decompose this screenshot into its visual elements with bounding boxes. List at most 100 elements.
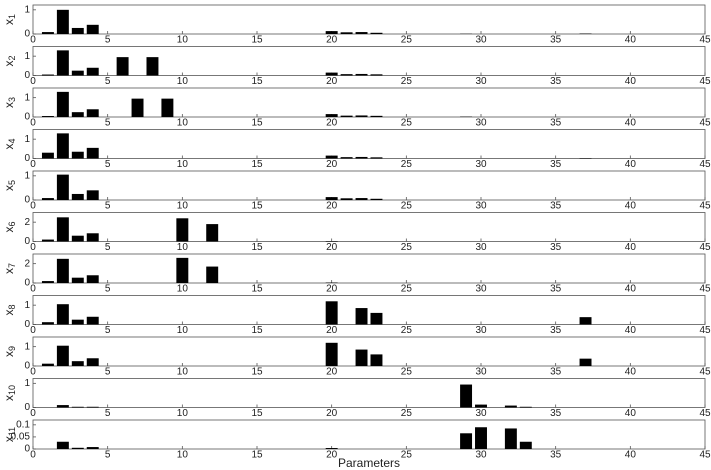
bar	[519, 441, 532, 449]
x-tick-label: 20	[326, 408, 338, 419]
x-tick-label: 25	[401, 284, 413, 295]
x-tick-label: 0	[30, 242, 36, 253]
y-tick-label: 2	[24, 258, 30, 269]
bar	[71, 361, 84, 366]
bar	[56, 9, 69, 35]
x-tick-label: 5	[105, 284, 111, 295]
bar	[56, 304, 69, 325]
y-tick-label: 0	[24, 361, 30, 372]
bar	[86, 24, 99, 34]
plot-frame	[32, 212, 706, 242]
bar	[325, 301, 338, 325]
y-tick-label: 0	[24, 444, 30, 455]
x-tick-label: 5	[105, 201, 111, 212]
y-tick-label: 0	[24, 402, 30, 413]
x-axis-label: Parameters	[338, 456, 400, 470]
x-tick-label: 40	[625, 242, 637, 253]
bar	[86, 447, 99, 449]
bar	[86, 316, 99, 325]
bar	[41, 239, 54, 242]
x-tick-label: 5	[105, 450, 111, 461]
x-tick-label: 30	[475, 367, 487, 378]
x-tick-label: 45	[699, 242, 711, 253]
x-tick-label: 20	[326, 325, 338, 336]
y-axis-label-base: x	[2, 227, 16, 233]
x-tick-label: 15	[251, 408, 263, 419]
x-tick-label: 40	[625, 201, 637, 212]
x-tick-label: 10	[177, 325, 189, 336]
x-tick-label: 45	[699, 367, 711, 378]
y-tick-label: 2	[24, 217, 30, 228]
y-axis-label-base: x	[2, 310, 16, 316]
x-tick-label: 25	[401, 242, 413, 253]
x-tick-label: 5	[105, 76, 111, 87]
plot-frame	[32, 378, 706, 408]
x-tick-label: 25	[401, 76, 413, 87]
bar	[355, 32, 368, 34]
x-tick-label: 30	[475, 118, 487, 129]
bar	[116, 57, 129, 76]
bar	[504, 428, 517, 449]
plot-frame	[32, 87, 706, 118]
bar	[131, 98, 144, 117]
x-tick-label: 0	[30, 118, 36, 129]
bar	[41, 116, 54, 117]
bar	[56, 217, 69, 242]
y-axis-label-sub: 6	[7, 221, 17, 226]
bar	[370, 157, 383, 159]
x-tick-label: 20	[326, 76, 338, 87]
bar	[355, 156, 368, 159]
bar	[86, 147, 99, 159]
x-tick-label: 25	[401, 450, 413, 461]
bar	[340, 74, 353, 76]
x-tick-label: 40	[625, 284, 637, 295]
x-tick-label: 10	[177, 118, 189, 129]
x-tick-label: 25	[401, 408, 413, 419]
x-tick-label: 20	[326, 35, 338, 46]
x-tick-label: 10	[177, 408, 189, 419]
x-tick-label: 0	[30, 159, 36, 170]
x-tick-label: 30	[475, 201, 487, 212]
bar	[56, 405, 69, 408]
x-tick-label: 40	[625, 118, 637, 129]
x-tick-label: 10	[177, 450, 189, 461]
y-axis-label: x4	[2, 138, 17, 149]
bar	[71, 406, 84, 408]
x-tick-label: 0	[30, 367, 36, 378]
x-tick-label: 15	[251, 284, 263, 295]
y-tick-label: 1	[24, 341, 30, 352]
y-axis-label-sub: 9	[7, 346, 17, 351]
bar	[41, 32, 54, 34]
x-tick-label: 5	[105, 408, 111, 419]
x-tick-label: 30	[475, 284, 487, 295]
bar	[325, 155, 338, 159]
y-axis-label-sub: 3	[7, 97, 17, 102]
x-tick-label: 35	[550, 450, 562, 461]
x-tick-label: 20	[326, 118, 338, 129]
y-axis-label-sub: 8	[7, 304, 17, 309]
x-tick-label: 40	[625, 367, 637, 378]
x-tick-label: 25	[401, 159, 413, 170]
bar	[579, 358, 592, 366]
y-axis-label-base: x	[2, 436, 16, 442]
bar	[146, 57, 159, 76]
y-tick-label: 1	[24, 170, 30, 181]
bar	[325, 197, 338, 200]
bar	[71, 193, 84, 200]
y-tick-label: 0	[24, 153, 30, 164]
bar	[355, 349, 368, 366]
bar	[176, 218, 189, 242]
plot-frame	[32, 419, 706, 450]
bar	[579, 317, 592, 325]
y-axis-label-base: x	[2, 102, 16, 108]
x-tick-label: 5	[105, 118, 111, 129]
x-tick-label: 35	[550, 325, 562, 336]
x-tick-label: 30	[475, 159, 487, 170]
x-tick-label: 30	[475, 408, 487, 419]
x-tick-label: 45	[699, 159, 711, 170]
x-tick-label: 0	[30, 450, 36, 461]
bar	[86, 358, 99, 366]
y-axis-label-sub: 10	[7, 385, 17, 395]
x-tick-label: 15	[251, 76, 263, 87]
